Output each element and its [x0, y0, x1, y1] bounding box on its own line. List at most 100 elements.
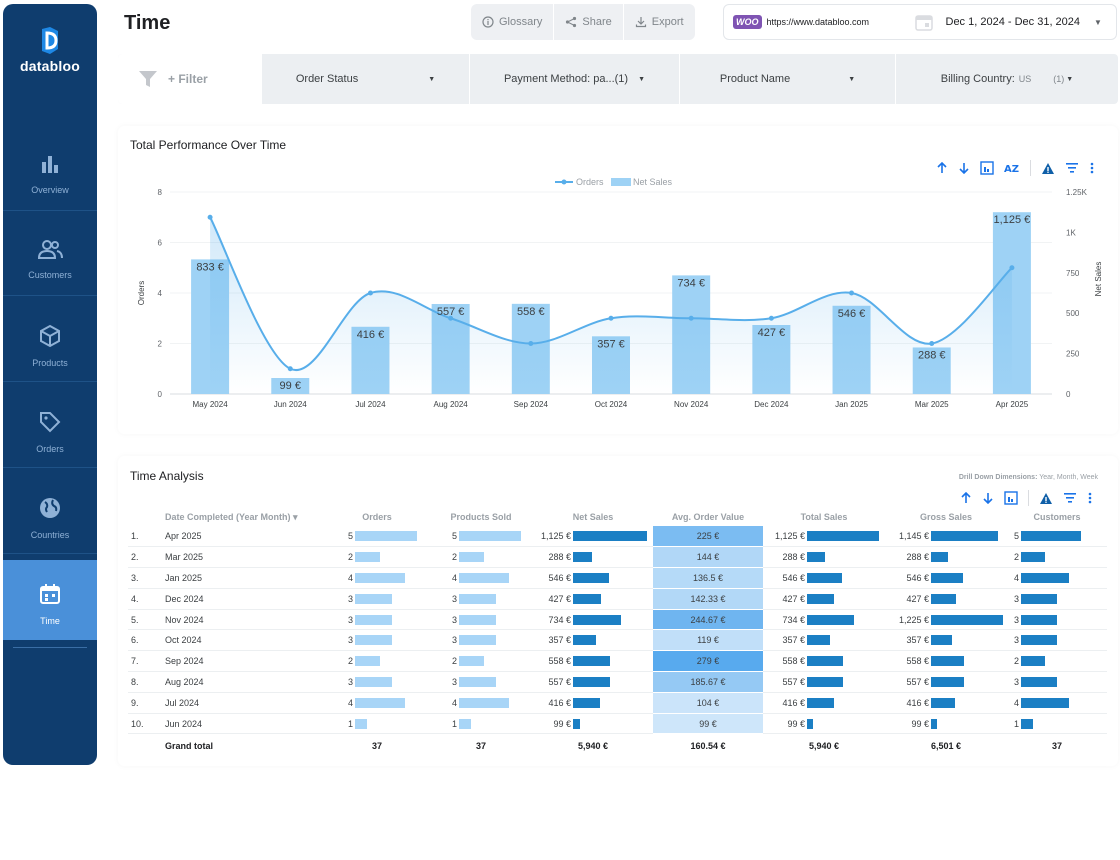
product-name-dropdown[interactable]: Product Name ▼	[680, 54, 896, 104]
table-row[interactable]: 10. Jun 2024 1 1 99 € 99 € 99 € 99 € 1	[128, 713, 1107, 735]
drill-down-icon[interactable]	[980, 161, 994, 175]
nav-item-customers[interactable]: Customers	[3, 216, 97, 296]
net-sales-cell: 357 €	[533, 629, 653, 652]
header-orders[interactable]: Orders	[362, 512, 392, 522]
products-sold-value: 4	[451, 697, 457, 708]
table-row[interactable]: 7. Sep 2024 2 2 558 € 279 € 558 € 558 € 2	[128, 650, 1107, 673]
x-tick-label: Dec 2024	[754, 400, 789, 409]
net-sales-value: 546 €	[548, 572, 571, 583]
nav-label: Time	[40, 616, 60, 626]
nav-item-overview[interactable]: Overview	[3, 131, 97, 211]
net-sales-data-label: 833 €	[196, 261, 224, 273]
customers-bar	[1021, 572, 1069, 583]
sort-ascending-icon[interactable]	[960, 492, 972, 504]
sort-descending-icon[interactable]	[958, 162, 970, 174]
total-sales-value: 288 €	[782, 552, 805, 563]
net-sales-data-label: 558 €	[517, 306, 545, 318]
total-sales-value: 427 €	[782, 593, 805, 604]
more-options-icon[interactable]	[1087, 492, 1093, 504]
customers-bar	[1021, 552, 1045, 563]
row-date: Oct 2024	[162, 629, 325, 652]
share-button[interactable]: Share	[554, 4, 624, 40]
export-button[interactable]: Export	[624, 4, 695, 40]
table-row[interactable]: 6. Oct 2024 3 3 357 € 119 € 357 € 357 € 3	[128, 629, 1107, 652]
row-date: Jan 2025	[162, 567, 325, 589]
warning-icon[interactable]	[1039, 492, 1053, 505]
drill-down-icon[interactable]	[1004, 491, 1018, 505]
sort-descending-icon[interactable]	[982, 492, 994, 504]
gross-sales-value: 99 €	[911, 718, 929, 729]
total-products-sold: 37	[475, 741, 486, 752]
header-products-sold[interactable]: Products Sold	[450, 512, 512, 522]
sort-ascending-icon[interactable]	[936, 162, 948, 174]
gross-sales-value: 357 €	[906, 635, 929, 646]
gross-sales-cell: 288 €	[885, 546, 1007, 569]
table-row[interactable]: 5. Nov 2024 3 3 734 € 244.67 € 734 € 1,225 € 3	[128, 609, 1107, 631]
funnel-icon	[139, 71, 157, 87]
filter-icon[interactable]	[1063, 492, 1077, 504]
nav-label: Orders	[36, 444, 64, 454]
orders-bar	[355, 718, 368, 729]
header-total-sales[interactable]: Total Sales	[800, 512, 848, 522]
brand-logo[interactable]: databloo	[3, 26, 97, 74]
order-status-dropdown[interactable]: Order Status ▼	[262, 54, 470, 104]
products-sold-cell: 3	[429, 671, 533, 693]
add-filter-button[interactable]: + Filter	[118, 54, 262, 104]
date-range-picker[interactable]: Dec 1, 2024 - Dec 31, 2024	[945, 16, 1081, 28]
net-sales-value: 357 €	[548, 635, 571, 646]
gross-sales-bar	[931, 656, 964, 667]
total-sales-bar	[807, 656, 843, 667]
warning-icon[interactable]	[1041, 162, 1055, 175]
billing-country-dropdown[interactable]: Billing Country: US (1) ▼	[896, 54, 1118, 104]
net-sales-bar	[573, 718, 580, 729]
nav-item-orders[interactable]: Orders	[3, 388, 97, 468]
row-index: 7.	[128, 650, 162, 673]
table-row[interactable]: 2. Mar 2025 2 2 288 € 144 € 288 € 288 € 2	[128, 546, 1107, 569]
customers-bar	[1021, 697, 1069, 708]
users-icon	[37, 240, 63, 259]
header-date[interactable]: Date Completed (Year Month) ▾	[162, 508, 325, 526]
calendar-icon[interactable]	[914, 12, 934, 32]
total-customers: 37	[1051, 741, 1062, 752]
table-row[interactable]: 4. Dec 2024 3 3 427 € 142.33 € 427 € 427 € 3	[128, 588, 1107, 610]
drill-down-dimensions[interactable]: Drill Down Dimensions: Year, Month, Week	[959, 474, 1098, 481]
header-avg-order-value[interactable]: Avg. Order Value	[671, 512, 745, 522]
orders-bar	[355, 656, 380, 667]
header-gross-sales[interactable]: Gross Sales	[919, 512, 973, 522]
table-row[interactable]: 9. Jul 2024 4 4 416 € 104 € 416 € 416 € 4	[128, 692, 1107, 714]
nav-item-countries[interactable]: Countries	[3, 474, 97, 554]
chevron-down-icon[interactable]: ▼	[1094, 17, 1102, 27]
gross-sales-cell: 99 €	[885, 713, 1007, 735]
total-total-sales: 5,940 €	[808, 741, 840, 752]
payment-method-dropdown[interactable]: Payment Method: pa...(1) ▼	[470, 54, 680, 104]
header-net-sales[interactable]: Net Sales	[572, 512, 614, 522]
total-sales-cell: 557 €	[763, 671, 885, 693]
billing-country-value: US	[1018, 74, 1032, 84]
row-date: Mar 2025	[162, 546, 325, 569]
store-url-box[interactable]: WOO https://www.databloo.com Dec 1, 2024…	[723, 4, 1117, 40]
filter-icon[interactable]	[1065, 162, 1079, 174]
row-index: 5.	[128, 609, 162, 631]
nav-item-products[interactable]: Products	[3, 302, 97, 382]
orders-point	[528, 341, 534, 346]
header-actions: Glossary Share Export	[471, 4, 695, 40]
nav-item-time[interactable]: Time	[3, 560, 97, 640]
orders-point	[448, 315, 454, 321]
net-sales-data-label: 427 €	[758, 327, 786, 339]
gross-sales-cell: 1,145 €	[885, 526, 1007, 548]
header-customers[interactable]: Customers	[1033, 512, 1081, 522]
table-row[interactable]: 3. Jan 2025 4 4 546 € 136.5 € 546 € 546 € 4	[128, 567, 1107, 589]
table-row[interactable]: 8. Aug 2024 3 3 557 € 185.67 € 557 € 557 € 3	[128, 671, 1107, 693]
table-row[interactable]: 1. Apr 2025 5 5 1,125 € 225 € 1,125 € 1,145 € 5	[128, 526, 1107, 548]
orders-cell: 3	[325, 588, 429, 610]
glossary-button[interactable]: Glossary	[471, 4, 555, 40]
store-url[interactable]: https://www.databloo.com	[766, 17, 870, 27]
total-sales-bar	[807, 593, 835, 604]
sort-az-icon[interactable]: AZ	[1004, 161, 1020, 175]
products-sold-cell: 3	[429, 609, 533, 631]
orders-cell: 5	[325, 526, 429, 548]
time-analysis-card: Time Analysis Drill Down Dimensions: Yea…	[118, 456, 1118, 766]
total-sales-cell: 427 €	[763, 588, 885, 610]
more-options-icon[interactable]	[1089, 162, 1095, 174]
glossary-label: Glossary	[499, 16, 543, 28]
